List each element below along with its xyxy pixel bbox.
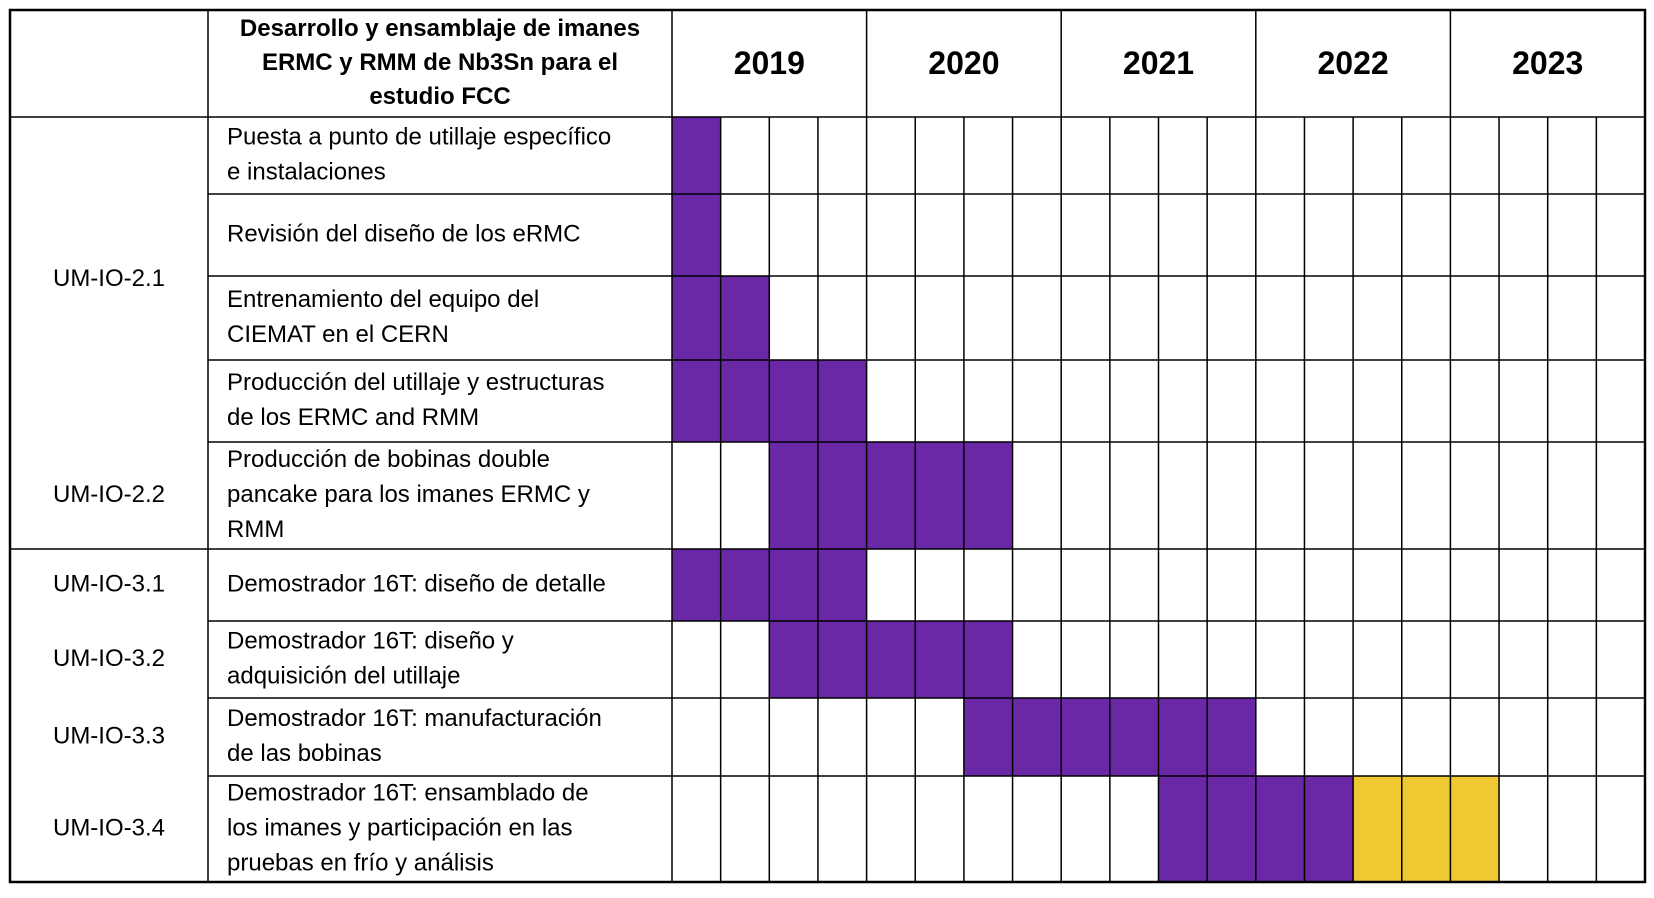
gantt-cell-purple bbox=[672, 194, 721, 276]
task-label: de los ERMC and RMM bbox=[227, 404, 479, 431]
task-label: e instalaciones bbox=[227, 158, 386, 185]
header-title-line: estudio FCC bbox=[369, 83, 510, 110]
group-label: UM-IO-3.3 bbox=[53, 722, 165, 749]
gantt-cell-purple bbox=[817, 442, 867, 549]
gantt-cell-purple bbox=[672, 549, 721, 621]
task-label: Producción del utillaje y estructuras bbox=[227, 369, 605, 396]
year-label: 2023 bbox=[1512, 45, 1583, 81]
gantt-cell-purple bbox=[720, 360, 770, 442]
task-label: Producción de bobinas double bbox=[227, 446, 550, 473]
task-label: Demostrador 16T: diseño de detalle bbox=[227, 570, 606, 597]
task-label: RMM bbox=[227, 516, 284, 543]
gantt-cell-purple bbox=[1061, 698, 1110, 776]
task-label: de las bobinas bbox=[227, 740, 382, 767]
group-label: UM-IO-2.2 bbox=[53, 481, 165, 508]
task-label: adquisición del utillaje bbox=[227, 662, 460, 689]
gantt-cell-purple bbox=[769, 621, 818, 698]
year-label: 2022 bbox=[1318, 45, 1389, 81]
header-title-line: ERMC y RMM de Nb3Sn para el bbox=[262, 49, 618, 76]
gantt-cell-yellow bbox=[1353, 776, 1402, 882]
gantt-cell-purple bbox=[1304, 776, 1354, 882]
task-label: Demostrador 16T: ensamblado de bbox=[227, 779, 589, 806]
gantt-cell-purple bbox=[672, 117, 721, 194]
gantt-cell-purple bbox=[915, 442, 964, 549]
task-label: Puesta a punto de utillaje específico bbox=[227, 123, 611, 150]
gantt-cell-purple bbox=[1207, 698, 1256, 776]
gantt-cell-purple bbox=[720, 549, 770, 621]
header-title-line: Desarrollo y ensamblaje de imanes bbox=[240, 15, 640, 42]
gantt-cell-purple bbox=[963, 698, 1013, 776]
gantt-cell-purple bbox=[817, 360, 867, 442]
gantt-cell-purple bbox=[1109, 698, 1159, 776]
task-label: los imanes y participación en las bbox=[227, 814, 573, 841]
year-label: 2019 bbox=[734, 45, 805, 81]
group-label: UM-IO-3.4 bbox=[53, 814, 165, 841]
gantt-cell-purple bbox=[769, 549, 818, 621]
gantt-cell-purple bbox=[769, 360, 818, 442]
year-label: 2021 bbox=[1123, 45, 1194, 81]
gantt-cell-yellow bbox=[1401, 776, 1451, 882]
gantt-cell-yellow bbox=[1450, 776, 1500, 882]
task-label: Demostrador 16T: diseño y bbox=[227, 627, 514, 654]
gantt-cell-purple bbox=[963, 621, 1013, 698]
gantt-cell-purple bbox=[963, 442, 1013, 549]
gantt-cell-purple bbox=[769, 442, 818, 549]
task-label: CIEMAT en el CERN bbox=[227, 321, 449, 348]
gantt-cell-purple bbox=[866, 621, 916, 698]
gantt-cell-purple bbox=[1255, 776, 1305, 882]
gantt-cell-purple bbox=[672, 276, 721, 360]
gantt-cell-purple bbox=[1158, 698, 1208, 776]
year-label: 2020 bbox=[928, 45, 999, 81]
gantt-cell-purple bbox=[1207, 776, 1256, 882]
gantt-cell-purple bbox=[817, 549, 867, 621]
group-label: UM-IO-3.2 bbox=[53, 645, 165, 672]
task-label: Entrenamiento del equipo del bbox=[227, 286, 539, 313]
task-label: Revisión del diseño de los eRMC bbox=[227, 220, 581, 247]
task-label: pruebas en frío y análisis bbox=[227, 849, 494, 876]
gantt-cell-purple bbox=[672, 360, 721, 442]
gantt-cell-purple bbox=[915, 621, 964, 698]
gantt-cell-purple bbox=[1012, 698, 1062, 776]
gantt-cell-purple bbox=[1158, 776, 1208, 882]
gantt-cell-purple bbox=[817, 621, 867, 698]
gantt-cell-purple bbox=[720, 276, 770, 360]
task-label: pancake para los imanes ERMC y bbox=[227, 481, 590, 508]
group-label: UM-IO-3.1 bbox=[53, 570, 165, 597]
gantt-cell-purple bbox=[866, 442, 916, 549]
task-label: Demostrador 16T: manufacturación bbox=[227, 705, 602, 732]
group-label: UM-IO-2.1 bbox=[53, 265, 165, 292]
table-frame bbox=[8, 8, 1647, 884]
